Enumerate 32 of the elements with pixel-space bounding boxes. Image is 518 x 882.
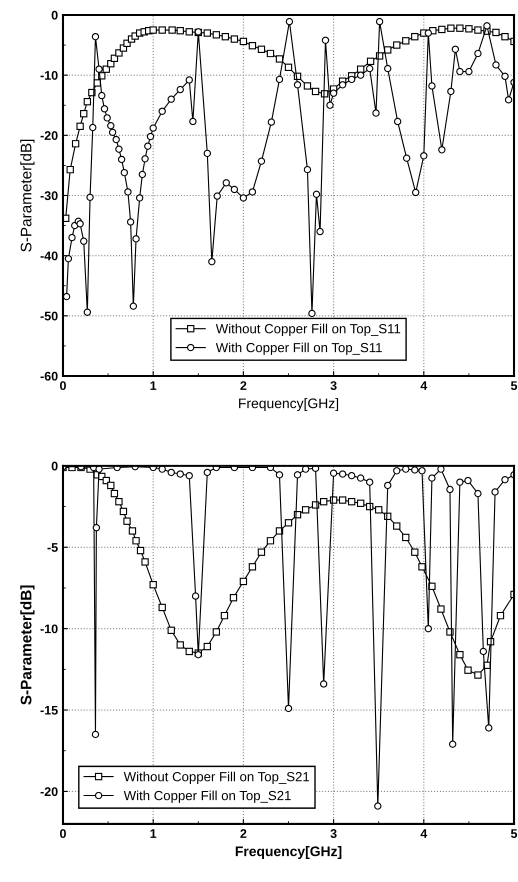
x-axis-title: Frequency[GHz]: [239, 398, 338, 412]
x-axis-title: Frequency[GHz]: [236, 846, 342, 859]
y-axis-title: S-Parameter[dB]: [20, 585, 35, 705]
x-tick-label: 2: [240, 829, 246, 838]
legend-label: With Copper Fill on Top_S11: [216, 342, 382, 355]
y-tick-label: 0: [52, 462, 58, 471]
x-tick-label: 3: [330, 829, 337, 838]
x-tick-label: 5: [510, 829, 518, 838]
y-tick-label: -40: [40, 251, 58, 260]
x-tick-label: 5: [510, 381, 518, 390]
y-tick-label: -30: [40, 191, 58, 200]
y-tick-label: -20: [40, 787, 58, 796]
x-tick-label: 1: [150, 381, 156, 390]
x-tick-label: 4: [420, 829, 428, 838]
x-tick-label: 0: [60, 829, 66, 838]
y-tick-label: 0: [52, 10, 58, 20]
y-tick-label: -15: [40, 706, 58, 715]
y-tick-label: -10: [40, 70, 58, 80]
y-tick-label: -10: [40, 624, 58, 634]
y-axis-title: S-Parameter[dB]: [20, 140, 35, 252]
y-tick-label: -5: [48, 543, 58, 552]
x-tick-label: 4: [420, 381, 428, 390]
legend-label: Without Copper Fill on Top_S11: [216, 324, 400, 336]
x-tick-label: 1: [150, 829, 156, 838]
y-tick-label: -20: [40, 131, 58, 140]
legend-label: Without Copper Fill on Top_S21: [124, 772, 310, 784]
y-tick-label: -50: [40, 312, 58, 320]
legend-label: With Copper Fill on Top_S21: [124, 790, 291, 803]
y-tick-label: -60: [40, 372, 58, 381]
x-tick-label: 2: [240, 381, 246, 390]
x-tick-label: 3: [330, 381, 337, 390]
x-tick-label: 0: [60, 381, 66, 390]
